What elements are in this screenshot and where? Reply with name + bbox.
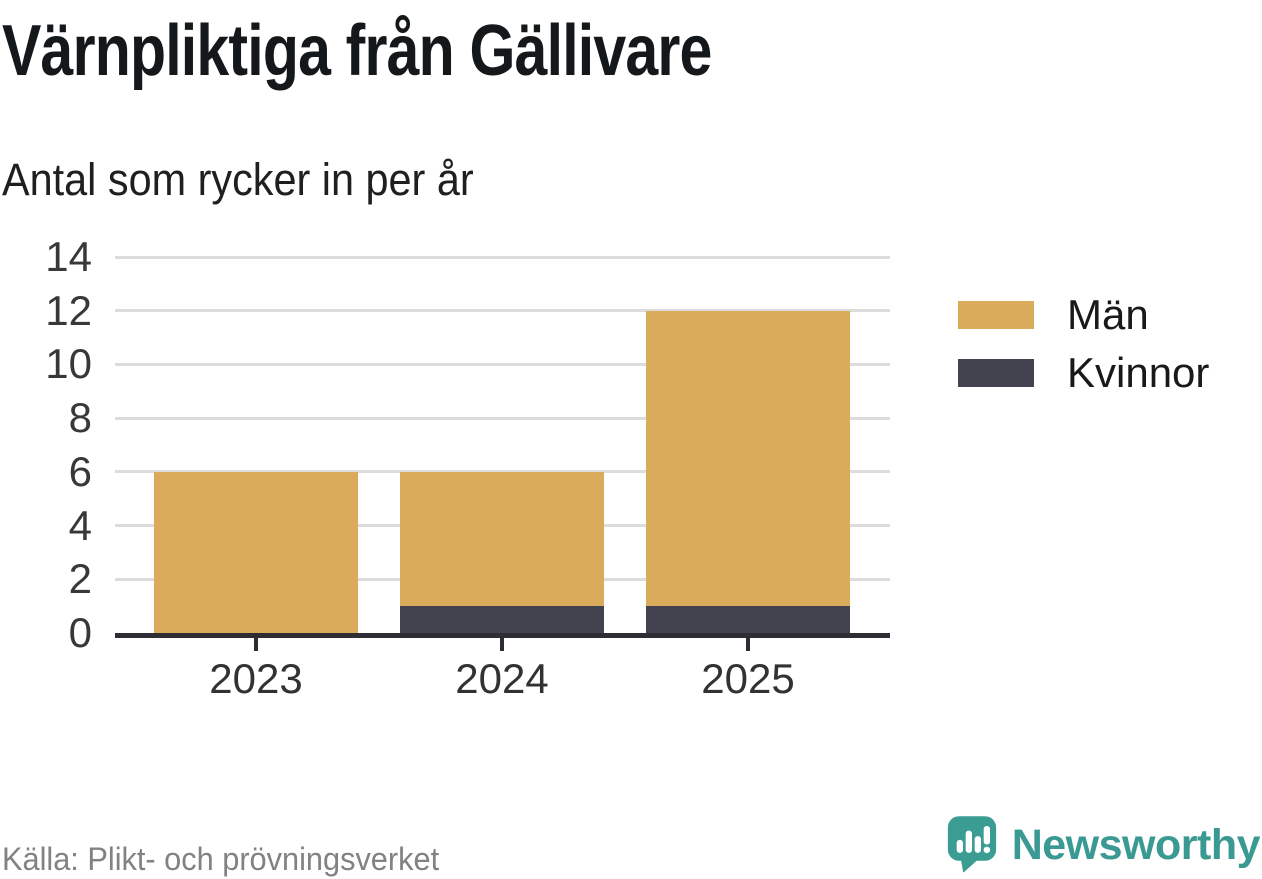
x-axis-line bbox=[115, 633, 890, 638]
y-tick-label-6: 6 bbox=[68, 447, 92, 495]
brand-logo: Newsworthy bbox=[946, 815, 1261, 875]
x-tickmark-2025 bbox=[746, 638, 750, 651]
bar-segment-kvinnor-2024 bbox=[400, 606, 604, 633]
bar-segment-m-n-2025 bbox=[646, 310, 850, 607]
x-tick-label-2024: 2024 bbox=[455, 655, 549, 702]
gridline-10 bbox=[115, 362, 890, 366]
x-tick-label-2025: 2025 bbox=[701, 655, 795, 702]
plot-area bbox=[115, 255, 890, 633]
x-tickmark-2023 bbox=[254, 638, 258, 651]
y-tick-label-14: 14 bbox=[45, 233, 92, 280]
legend-item-kvinnor: Kvinnor bbox=[958, 352, 1209, 394]
gridline-14 bbox=[115, 255, 890, 259]
bar-segment-kvinnor-2025 bbox=[646, 606, 850, 633]
bar-segment-m-n-2023 bbox=[154, 471, 358, 633]
gridline-6 bbox=[115, 470, 890, 474]
y-tick-label-10: 10 bbox=[45, 340, 92, 388]
brand-name: Newsworthy bbox=[1011, 820, 1261, 869]
bar-segment-m-n-2024 bbox=[400, 471, 604, 607]
chart-title: Värnpliktiga från Gällivare bbox=[2, 11, 712, 91]
gridline-8 bbox=[115, 416, 890, 420]
legend-swatch-m-n bbox=[958, 301, 1034, 329]
x-tick-label-2023: 2023 bbox=[209, 655, 303, 702]
y-tick-label-4: 4 bbox=[68, 501, 92, 549]
legend-label-m-n: Män bbox=[1067, 291, 1149, 338]
gridline-12 bbox=[115, 309, 890, 313]
y-tick-label-0: 0 bbox=[68, 609, 92, 656]
x-tickmark-2024 bbox=[500, 638, 504, 651]
legend: Män Kvinnor bbox=[958, 294, 1209, 410]
y-tick-label-2: 2 bbox=[68, 555, 92, 603]
source-note: Källa: Plikt- och prövningsverket bbox=[2, 841, 440, 877]
y-tick-label-12: 12 bbox=[45, 286, 92, 334]
legend-label-kvinnor: Kvinnor bbox=[1067, 349, 1210, 396]
newsworthy-logo-icon bbox=[947, 816, 996, 873]
legend-item-m-n: Män bbox=[958, 294, 1209, 336]
legend-swatch-kvinnor bbox=[958, 359, 1034, 387]
chart-subtitle: Antal som rycker in per år bbox=[2, 154, 474, 205]
y-tick-label-8: 8 bbox=[68, 394, 92, 442]
